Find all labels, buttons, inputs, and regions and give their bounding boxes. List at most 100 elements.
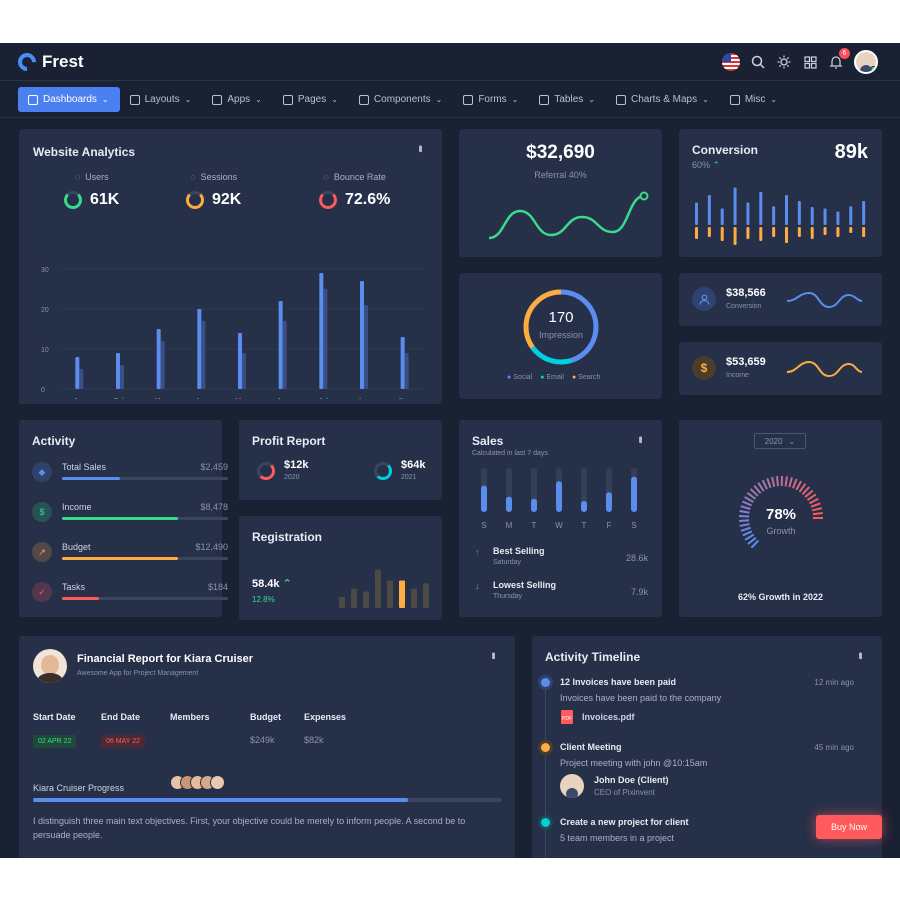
stat-value: 72.6%	[345, 191, 391, 208]
registration-value: 58.4k	[252, 578, 280, 590]
sales-subtitle: Calculated in last 7 days	[472, 450, 548, 457]
gauge-tick	[753, 484, 762, 494]
activity-row: $ Income $8,478	[32, 502, 228, 536]
bar	[556, 481, 562, 512]
gauge-tick	[749, 488, 759, 497]
bar	[531, 498, 537, 512]
language-flag-icon[interactable]	[722, 53, 740, 71]
x-tick-label: Aug	[358, 398, 371, 399]
chevron-down-icon: ⌄	[511, 95, 519, 104]
bar	[849, 227, 853, 233]
trend-up-icon: ⌃	[282, 578, 292, 590]
financial-report-card: Financial Report for Kiara Cruiser Aweso…	[19, 636, 515, 858]
invoice-file-link[interactable]: Invoices.pdf	[582, 712, 635, 722]
bar	[360, 281, 364, 389]
more-options-icon[interactable]: •••	[634, 436, 646, 442]
profit-year: 2020	[284, 474, 300, 481]
bar	[423, 583, 429, 608]
bar	[364, 305, 368, 389]
expenses-value: $82k	[304, 735, 324, 745]
website-analytics-card: Website Analytics ••• ◌ Users 61K ◌ Sessions…	[19, 129, 442, 404]
year-dropdown[interactable]: 2020 ⌄	[754, 433, 806, 449]
apps-grid-icon[interactable]	[802, 54, 818, 70]
x-tick-label: Sep	[398, 398, 411, 399]
mini-stat-label: Income	[726, 372, 749, 379]
member-avatar[interactable]	[210, 775, 225, 790]
day-label: W	[555, 521, 563, 530]
gauge-tick	[771, 476, 776, 487]
menu-item-tables[interactable]: Tables ⌄	[529, 87, 606, 112]
menu-item-label: Tables	[554, 94, 584, 105]
theme-sun-icon[interactable]	[776, 54, 792, 70]
activity-card: Activity ◆ Total Sales $2,459 $ Income $8,478…	[19, 420, 228, 617]
bar	[156, 329, 161, 389]
profit-ring-2021	[374, 462, 392, 480]
start-date-badge: 02 APR 22	[33, 735, 77, 748]
menu-item-components[interactable]: Components ⌄	[349, 87, 453, 112]
legend-email: ● Email	[540, 374, 564, 381]
sales-title: Sales	[472, 434, 504, 448]
chevron-down-icon: ⌄	[770, 95, 778, 104]
menu-item-layouts[interactable]: Layouts ⌄	[120, 87, 203, 112]
gauge-tick	[795, 480, 803, 491]
day-label: T	[532, 521, 537, 530]
gauge-tick	[750, 539, 760, 549]
bar	[746, 202, 750, 225]
bar	[785, 195, 788, 225]
registration-title: Registration	[252, 530, 323, 544]
gauge-tick	[739, 519, 750, 522]
lowest-selling-day: Thursday	[493, 593, 523, 600]
x-tick-label: Mar	[155, 398, 168, 399]
menu-item-forms[interactable]: Forms ⌄	[453, 87, 529, 112]
gauge-tick	[810, 502, 821, 508]
gauge-tick	[812, 512, 823, 516]
menu-item-apps[interactable]: Apps ⌄	[202, 87, 273, 112]
user-avatar[interactable]	[854, 50, 878, 74]
bar	[823, 227, 827, 235]
analytics-bar-chart: 0 10 20 30 Jan Feb Mar Apr May Jun Jul Aug Sep	[41, 267, 425, 399]
registration-growth: 12.8%	[252, 595, 275, 604]
analytics-stat: ◌ Sessions 92K	[186, 172, 241, 209]
bar	[411, 588, 417, 608]
more-options-icon[interactable]: •••	[414, 145, 426, 151]
menu-item-dashboards[interactable]: Dashboards ⌄	[18, 87, 120, 112]
buy-now-button[interactable]: Buy Now	[816, 815, 882, 839]
search-icon[interactable]	[750, 54, 766, 70]
brand-logo[interactable]: Frest	[14, 49, 84, 75]
referral-value: $32,690	[526, 142, 595, 163]
financial-subtitle: Awesome App for Project Management	[77, 670, 199, 677]
activity-progress-bar	[62, 477, 228, 480]
arrow-up-icon: ↑	[475, 547, 480, 557]
menu-item-charts-maps[interactable]: Charts & Maps ⌄	[606, 87, 720, 112]
bar	[836, 211, 840, 225]
lowest-selling-value: 7.9k	[630, 587, 648, 597]
bar	[707, 195, 711, 225]
chevron-down-icon: ⌄	[255, 95, 262, 104]
bar	[836, 227, 840, 237]
impression-card: 170 Impression ● Social ● Email ● Search	[459, 273, 662, 399]
bar	[506, 496, 512, 512]
brand-name: Frest	[42, 52, 84, 71]
notification-bell-icon[interactable]: 6	[828, 48, 850, 70]
more-options-icon[interactable]: •••	[854, 652, 866, 658]
dollar-icon: $	[32, 502, 52, 522]
gauge-tick	[757, 482, 765, 492]
arrow-down-icon: ↓	[475, 581, 480, 591]
timeline-item-title: Create a new project for client	[560, 817, 689, 827]
bar	[695, 227, 698, 239]
more-options-icon[interactable]: •••	[487, 652, 499, 658]
bar	[810, 227, 814, 239]
bar	[785, 227, 788, 243]
menu-item-label: Charts & Maps	[630, 94, 698, 105]
bar	[197, 309, 202, 389]
stat-value: 92K	[212, 191, 242, 208]
bar	[733, 187, 737, 225]
referral-line	[488, 194, 645, 240]
impression-label: Impression	[538, 330, 583, 340]
menu-item-misc[interactable]: Misc ⌄	[720, 87, 788, 112]
activity-row: ◆ Total Sales $2,459	[32, 462, 228, 496]
menu-item-icon	[129, 94, 140, 105]
financial-body: I distinguish three main text objectives…	[33, 816, 466, 840]
bar	[399, 580, 405, 608]
menu-item-pages[interactable]: Pages ⌄	[273, 87, 349, 112]
